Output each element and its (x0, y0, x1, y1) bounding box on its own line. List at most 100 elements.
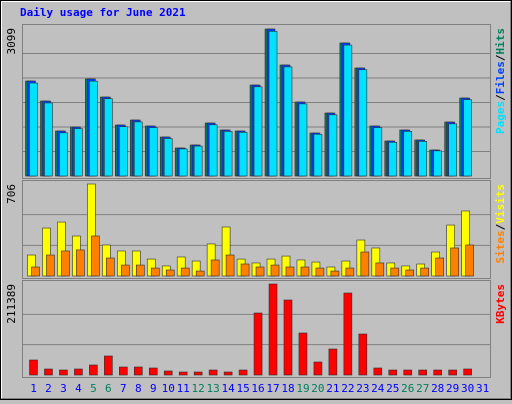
bar (405, 269, 415, 277)
bar (313, 361, 323, 376)
bar (135, 264, 145, 277)
x-tick-label: 30 (461, 382, 474, 395)
bar (283, 66, 293, 177)
bar (44, 368, 53, 376)
bar (330, 270, 340, 277)
bar (59, 369, 68, 376)
bar (104, 98, 113, 177)
bar (373, 367, 383, 376)
bar (268, 283, 278, 376)
x-tick-label: 25 (386, 382, 399, 395)
bar (91, 235, 100, 277)
bar (133, 121, 143, 177)
legend-entry: Visits (494, 184, 507, 224)
x-tick-label: 5 (90, 382, 97, 395)
bar (240, 263, 250, 277)
bar (76, 249, 85, 277)
x-tick-label: 27 (416, 382, 429, 395)
bar (208, 369, 218, 376)
legend-entry: Pages (494, 101, 507, 134)
bar (253, 86, 263, 177)
bar (121, 264, 130, 277)
bar (298, 332, 308, 376)
legend-separator: / (494, 54, 507, 61)
x-tick-label: 31 (476, 382, 489, 395)
bar (29, 359, 38, 376)
legend-entry: Hits (494, 28, 507, 55)
legend-separator: / (494, 223, 507, 230)
panel-frame (22, 180, 491, 279)
legend: KBytes (494, 284, 507, 324)
legend-separator: / (494, 94, 507, 101)
legend: Pages/Files/Hits (494, 28, 507, 134)
y-tick-label: 3099 (5, 28, 18, 55)
x-tick-label: 17 (266, 382, 279, 395)
bar (433, 369, 442, 376)
bar (328, 114, 338, 177)
bar (163, 370, 173, 376)
bar (403, 131, 413, 177)
bar (388, 142, 398, 177)
bar (343, 292, 353, 376)
legend-entry: KBytes (494, 284, 507, 324)
x-tick-label: 23 (356, 382, 369, 395)
bar (463, 99, 472, 177)
bar (255, 266, 265, 277)
bar (119, 366, 128, 376)
bar (435, 257, 444, 277)
bar (283, 299, 293, 376)
bar (313, 133, 323, 177)
x-tick-label: 1 (30, 382, 37, 395)
x-tick-label: 26 (401, 382, 414, 395)
x-tick-label: 3 (60, 382, 67, 395)
bar (59, 132, 68, 177)
bar (46, 254, 55, 277)
legend-entry: Files (494, 61, 507, 94)
bar (300, 266, 310, 277)
x-tick-label: 22 (341, 382, 354, 395)
x-tick-label: 29 (446, 382, 459, 395)
bar (208, 124, 218, 177)
bar (210, 259, 220, 277)
bar (285, 266, 295, 277)
bar (418, 141, 428, 177)
bar (238, 369, 248, 376)
bar (180, 267, 190, 277)
bar (178, 148, 188, 177)
x-tick-label: 4 (75, 382, 82, 395)
bar (328, 348, 338, 376)
bar (315, 267, 325, 277)
bar (225, 254, 235, 277)
bar (195, 270, 205, 277)
bar (358, 333, 368, 376)
bar (433, 150, 442, 177)
x-tick-label: 24 (371, 382, 385, 395)
x-tick-label: 19 (296, 382, 309, 395)
bar (29, 82, 38, 177)
bar (89, 80, 98, 177)
bar (448, 123, 457, 177)
x-tick-label: 7 (120, 382, 127, 395)
bar (163, 138, 173, 177)
bar (298, 103, 308, 177)
bar (270, 264, 280, 277)
bar (89, 364, 98, 376)
bar (375, 262, 385, 277)
bar (268, 31, 278, 177)
bar (403, 369, 413, 376)
bar (463, 368, 472, 376)
bar (358, 69, 368, 177)
x-tick-label: 2 (45, 382, 52, 395)
bar (150, 267, 160, 277)
chart-title: Daily usage for June 2021 (20, 6, 186, 19)
bar (390, 267, 400, 277)
bar (165, 269, 175, 277)
bar (178, 371, 188, 376)
x-tick-label: 14 (221, 382, 235, 395)
bar (465, 244, 474, 277)
x-tick-label: 8 (135, 382, 142, 395)
x-tick-label: 9 (150, 382, 157, 395)
